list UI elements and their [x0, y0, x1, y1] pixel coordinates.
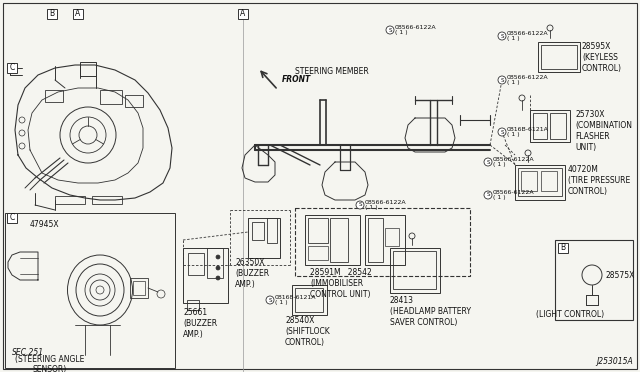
- Text: 28540X
(SHIFTLOCK
CONTROL): 28540X (SHIFTLOCK CONTROL): [285, 316, 330, 347]
- Bar: [100, 90, 122, 104]
- FancyBboxPatch shape: [238, 9, 248, 19]
- Bar: [187, 300, 199, 310]
- Bar: [80, 62, 96, 76]
- Circle shape: [498, 76, 506, 84]
- Bar: [133, 281, 145, 295]
- Bar: [515, 165, 565, 200]
- Text: SEC.251: SEC.251: [12, 348, 44, 357]
- Text: 08168-6121A
( 1 ): 08168-6121A ( 1 ): [275, 295, 317, 305]
- Text: S: S: [486, 160, 490, 164]
- Text: A: A: [76, 10, 81, 19]
- Text: 25730X
(COMBINATION
FLASHER
UNIT): 25730X (COMBINATION FLASHER UNIT): [575, 110, 632, 152]
- Text: 25661
(BUZZER
AMP.): 25661 (BUZZER AMP.): [183, 308, 217, 339]
- Text: (STEERING ANGLE
SENSOR): (STEERING ANGLE SENSOR): [15, 355, 84, 372]
- Bar: [5, 213, 175, 368]
- Bar: [308, 246, 328, 260]
- Bar: [385, 228, 399, 246]
- Bar: [295, 208, 470, 276]
- Text: B: B: [561, 244, 566, 253]
- Bar: [330, 218, 348, 262]
- Text: 0816B-6121A
( 1 ): 0816B-6121A ( 1 ): [507, 126, 549, 137]
- Bar: [538, 42, 580, 72]
- Bar: [541, 45, 577, 69]
- Bar: [550, 113, 566, 139]
- Bar: [248, 218, 280, 258]
- Text: 26350X
(BUZZER
AMP.): 26350X (BUZZER AMP.): [235, 258, 269, 289]
- Text: S: S: [486, 192, 490, 198]
- Bar: [45, 90, 63, 102]
- Text: C: C: [10, 64, 15, 73]
- Text: 08566-6122A
( 1 ): 08566-6122A ( 1 ): [507, 75, 548, 86]
- Text: S: S: [500, 129, 504, 135]
- Bar: [130, 278, 148, 298]
- Text: A: A: [241, 10, 246, 19]
- Circle shape: [216, 266, 220, 270]
- Bar: [541, 171, 557, 191]
- Bar: [92, 196, 122, 204]
- Bar: [533, 113, 547, 139]
- Text: S: S: [500, 77, 504, 83]
- Text: B: B: [49, 10, 54, 19]
- Text: 08566-6122A
( 1 ): 08566-6122A ( 1 ): [507, 31, 548, 41]
- Bar: [55, 196, 85, 204]
- Text: J253015A: J253015A: [596, 357, 633, 366]
- Bar: [393, 251, 436, 289]
- Circle shape: [356, 201, 364, 209]
- Bar: [125, 95, 143, 107]
- Bar: [267, 218, 277, 243]
- Text: 08566-6122A
( 1 ): 08566-6122A ( 1 ): [365, 200, 406, 211]
- Text: 47945X: 47945X: [30, 220, 60, 229]
- Text: 40720M
(TIRE PRESSURE
CONTROL): 40720M (TIRE PRESSURE CONTROL): [568, 165, 630, 196]
- Text: 28591M   28542
(IMMOBILISER
CONTROL UNIT): 28591M 28542 (IMMOBILISER CONTROL UNIT): [310, 268, 372, 299]
- Bar: [252, 222, 264, 240]
- Text: 08566-6122A
( 1 ): 08566-6122A ( 1 ): [493, 190, 534, 201]
- Circle shape: [484, 158, 492, 166]
- Bar: [530, 110, 570, 142]
- FancyBboxPatch shape: [73, 9, 83, 19]
- Text: S: S: [388, 28, 392, 32]
- Text: FRONT: FRONT: [282, 76, 311, 84]
- Text: C: C: [10, 214, 15, 222]
- Circle shape: [216, 276, 220, 280]
- Bar: [365, 215, 405, 265]
- Bar: [188, 253, 204, 275]
- Bar: [555, 240, 633, 320]
- Text: STEERING MEMBER: STEERING MEMBER: [295, 67, 369, 77]
- Circle shape: [484, 191, 492, 199]
- Text: S: S: [268, 298, 272, 302]
- FancyBboxPatch shape: [558, 243, 568, 253]
- Bar: [390, 248, 440, 293]
- Text: (LIGHT CONTROL): (LIGHT CONTROL): [536, 310, 604, 319]
- Circle shape: [498, 32, 506, 40]
- Bar: [305, 215, 360, 265]
- FancyBboxPatch shape: [47, 9, 57, 19]
- FancyBboxPatch shape: [7, 63, 17, 73]
- Bar: [292, 285, 327, 315]
- Text: S: S: [500, 33, 504, 38]
- Bar: [368, 218, 383, 262]
- Text: 28595X
(KEYLESS
CONTROL): 28595X (KEYLESS CONTROL): [582, 42, 622, 73]
- Circle shape: [266, 296, 274, 304]
- Bar: [308, 218, 328, 243]
- Text: 08566-6122A
( 1 ): 08566-6122A ( 1 ): [395, 25, 436, 35]
- Text: S: S: [358, 202, 362, 208]
- Circle shape: [216, 255, 220, 259]
- Bar: [521, 171, 537, 191]
- Text: 28413
(HEADLAMP BATTERY
SAVER CONTROL): 28413 (HEADLAMP BATTERY SAVER CONTROL): [390, 296, 471, 327]
- Text: 28575X: 28575X: [605, 270, 634, 279]
- Bar: [207, 248, 223, 278]
- Text: 08566-6122A
( 1 ): 08566-6122A ( 1 ): [493, 157, 534, 167]
- Bar: [295, 288, 323, 312]
- Circle shape: [386, 26, 394, 34]
- FancyBboxPatch shape: [7, 213, 17, 223]
- Bar: [183, 248, 228, 303]
- Circle shape: [498, 128, 506, 136]
- Bar: [518, 168, 562, 196]
